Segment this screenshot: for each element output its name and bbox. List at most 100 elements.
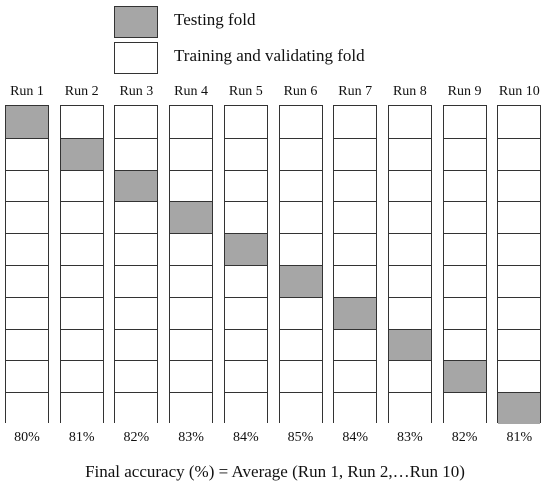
training-fold — [498, 137, 541, 170]
run-title: Run 5 — [228, 84, 263, 99]
training-fold — [60, 169, 103, 202]
training-fold — [170, 296, 213, 329]
training-fold — [334, 328, 377, 361]
training-fold — [443, 233, 486, 265]
training-fold — [279, 328, 322, 361]
training-fold — [170, 265, 213, 297]
training-fold — [115, 201, 158, 234]
training-fold — [334, 265, 377, 297]
training-fold — [388, 201, 431, 234]
run-column — [59, 105, 104, 424]
training-fold — [115, 360, 158, 393]
training-fold — [170, 392, 213, 424]
run-accuracy: 82% — [451, 430, 478, 445]
training-fold — [115, 328, 158, 361]
training-fold — [498, 106, 541, 138]
run-column — [5, 105, 49, 424]
training-fold — [388, 137, 431, 170]
run-title: Run 8 — [392, 84, 427, 99]
training-fold — [170, 169, 213, 202]
training-fold — [224, 137, 267, 170]
testing-fold — [388, 328, 431, 361]
training-fold — [498, 265, 541, 297]
training-fold — [170, 328, 213, 361]
training-fold — [498, 360, 541, 393]
run-column — [278, 105, 323, 424]
training-fold — [170, 233, 213, 265]
training-fold — [279, 137, 322, 170]
run-accuracy: 81% — [68, 430, 95, 445]
training-fold — [443, 169, 486, 202]
run-title: Run 10 — [498, 84, 540, 99]
run-title: Run 7 — [338, 84, 373, 99]
training-fold — [498, 296, 541, 329]
training-fold — [224, 360, 267, 393]
training-fold — [334, 201, 377, 234]
training-fold — [115, 296, 158, 329]
training-fold — [6, 296, 48, 329]
testing-fold — [498, 392, 541, 424]
training-fold — [60, 265, 103, 297]
training-fold — [6, 392, 48, 424]
run-column — [442, 105, 487, 424]
training-fold — [115, 265, 158, 297]
testing-fold — [443, 360, 486, 393]
training-fold — [224, 296, 267, 329]
legend-label-training: Training and validating fold — [174, 46, 365, 65]
training-fold — [224, 201, 267, 234]
run-column — [114, 105, 159, 424]
training-fold — [388, 233, 431, 265]
training-fold — [224, 392, 267, 424]
training-fold — [6, 360, 48, 393]
run-column — [223, 105, 268, 424]
training-fold-swatch — [114, 42, 158, 74]
final-accuracy-formula: Final accuracy (%) = Average (Run 1, Run… — [85, 462, 465, 481]
training-fold — [443, 106, 486, 138]
training-fold — [279, 201, 322, 234]
training-fold — [388, 392, 431, 424]
training-fold — [60, 201, 103, 234]
run-title: Run 6 — [283, 84, 318, 99]
testing-fold — [6, 106, 48, 138]
training-fold — [115, 392, 158, 424]
training-fold — [388, 106, 431, 138]
training-fold — [279, 296, 322, 329]
run-accuracy: 84% — [232, 430, 259, 445]
run-accuracy: 84% — [342, 430, 369, 445]
training-fold — [334, 106, 377, 138]
training-fold — [224, 169, 267, 202]
training-fold — [224, 328, 267, 361]
run-title: Run 3 — [119, 84, 154, 99]
run-accuracy: 83% — [397, 430, 423, 445]
training-fold — [443, 137, 486, 170]
run-accuracy: 83% — [178, 430, 204, 445]
training-fold — [60, 392, 103, 424]
training-fold — [60, 328, 103, 361]
training-fold — [115, 233, 158, 265]
training-fold — [170, 106, 213, 138]
training-fold — [334, 233, 377, 265]
training-fold — [443, 392, 486, 424]
training-fold — [279, 360, 322, 393]
training-fold — [388, 360, 431, 393]
training-fold — [498, 328, 541, 361]
testing-fold — [224, 233, 267, 265]
training-fold — [6, 169, 48, 202]
training-fold — [6, 233, 48, 265]
training-fold — [6, 328, 48, 361]
training-fold — [6, 137, 48, 170]
training-fold — [279, 169, 322, 202]
training-fold — [388, 169, 431, 202]
run-column — [497, 105, 542, 424]
run-title: Run 4 — [174, 84, 209, 99]
training-fold — [498, 233, 541, 265]
training-fold — [334, 137, 377, 170]
run-accuracy: 85% — [287, 430, 314, 445]
testing-fold — [334, 296, 377, 329]
training-fold — [443, 296, 486, 329]
training-fold — [443, 201, 486, 234]
training-fold — [6, 265, 48, 297]
run-accuracy: 80% — [14, 430, 40, 445]
training-fold — [115, 137, 158, 170]
run-column — [387, 105, 432, 424]
